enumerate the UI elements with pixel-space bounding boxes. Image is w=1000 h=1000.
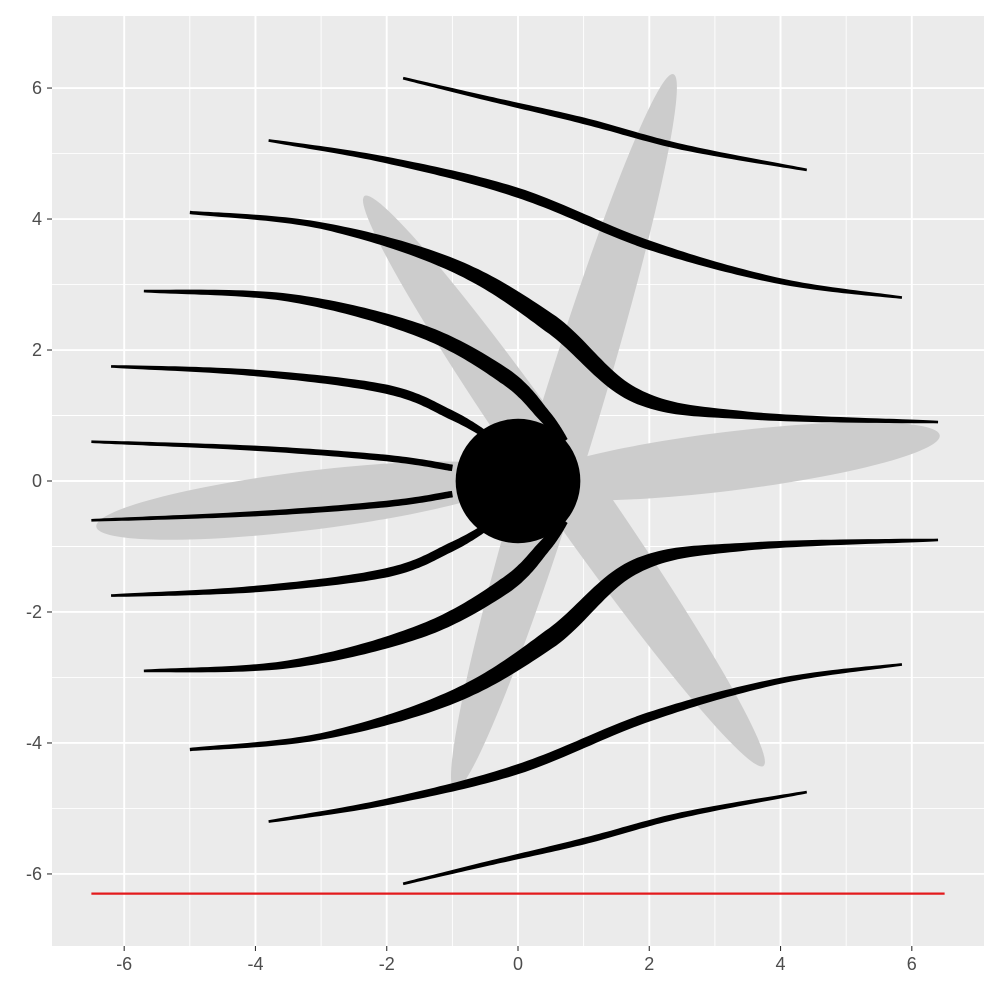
- y-tick-label: -6: [26, 864, 42, 884]
- band-series-6: [91, 440, 453, 472]
- y-tick-label: 6: [32, 78, 42, 98]
- y-tick-label: -2: [26, 602, 42, 622]
- y-tick-label: 4: [32, 209, 42, 229]
- central-blob-layer: [455, 418, 581, 544]
- band-series-2: [268, 139, 903, 299]
- band-series-4: [143, 289, 568, 445]
- x-tick-label: -2: [379, 954, 395, 974]
- band-series-8: [111, 520, 494, 597]
- grid: [52, 16, 984, 946]
- x-tick-label: 4: [776, 954, 786, 974]
- band-series-12: [402, 790, 807, 886]
- y-tick-label: -4: [26, 733, 42, 753]
- x-tick-label: 0: [513, 954, 523, 974]
- ellipse-shape: [516, 422, 940, 501]
- x-tick-label: 6: [907, 954, 917, 974]
- band-series-1: [402, 76, 807, 172]
- y-tick-label: 2: [32, 340, 42, 360]
- band-series-7: [91, 490, 453, 522]
- x-tick-label: 2: [644, 954, 654, 974]
- axes: -6 -4 -2 0 2 4 6 -6 -4 -2 0 2 4 6: [26, 78, 917, 974]
- central-blob: [455, 418, 581, 544]
- y-tick-label: 0: [32, 471, 42, 491]
- ellipse-shape: [96, 461, 520, 540]
- band-series-11: [268, 663, 903, 823]
- series-layer: [91, 76, 939, 886]
- band-series-5: [111, 365, 494, 442]
- x-tick-label: -4: [247, 954, 263, 974]
- x-tick-label: -6: [116, 954, 132, 974]
- band-series-9: [143, 517, 568, 673]
